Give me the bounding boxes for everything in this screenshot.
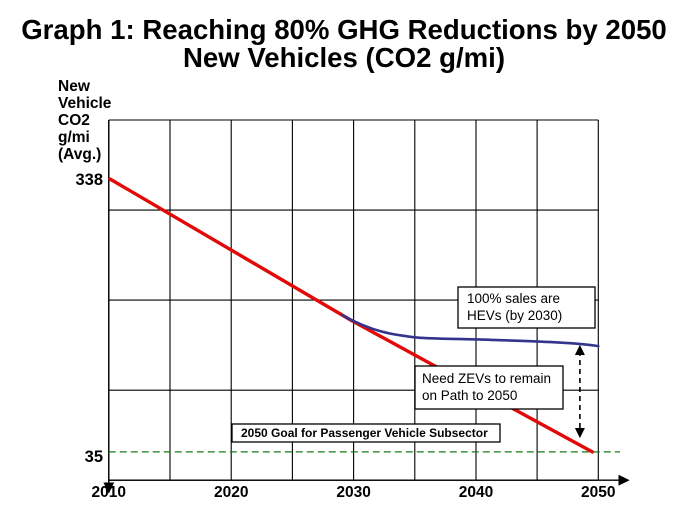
svg-text:2010: 2010: [92, 484, 126, 501]
svg-text:Vehicle: Vehicle: [58, 95, 112, 112]
svg-text:(Avg.): (Avg.): [58, 146, 101, 163]
svg-text:2030: 2030: [336, 484, 370, 501]
svg-text:g/mi: g/mi: [58, 129, 90, 146]
svg-text:HEVs (by 2030): HEVs (by 2030): [467, 308, 562, 323]
svg-text:New: New: [58, 78, 91, 95]
svg-text:100% sales are: 100% sales are: [467, 291, 560, 306]
svg-text:35: 35: [85, 448, 103, 466]
svg-text:338: 338: [75, 171, 103, 189]
svg-text:2020: 2020: [214, 484, 248, 501]
svg-text:2040: 2040: [459, 484, 493, 501]
svg-text:CO2: CO2: [58, 112, 90, 129]
svg-text:2050 Goal for Passenger Vehicl: 2050 Goal for Passenger Vehicle Subsecto…: [241, 426, 488, 440]
svg-text:on Path to 2050: on Path to 2050: [422, 388, 517, 403]
svg-text:Need ZEVs to remain: Need ZEVs to remain: [422, 371, 551, 386]
svg-text:2050: 2050: [581, 484, 615, 501]
